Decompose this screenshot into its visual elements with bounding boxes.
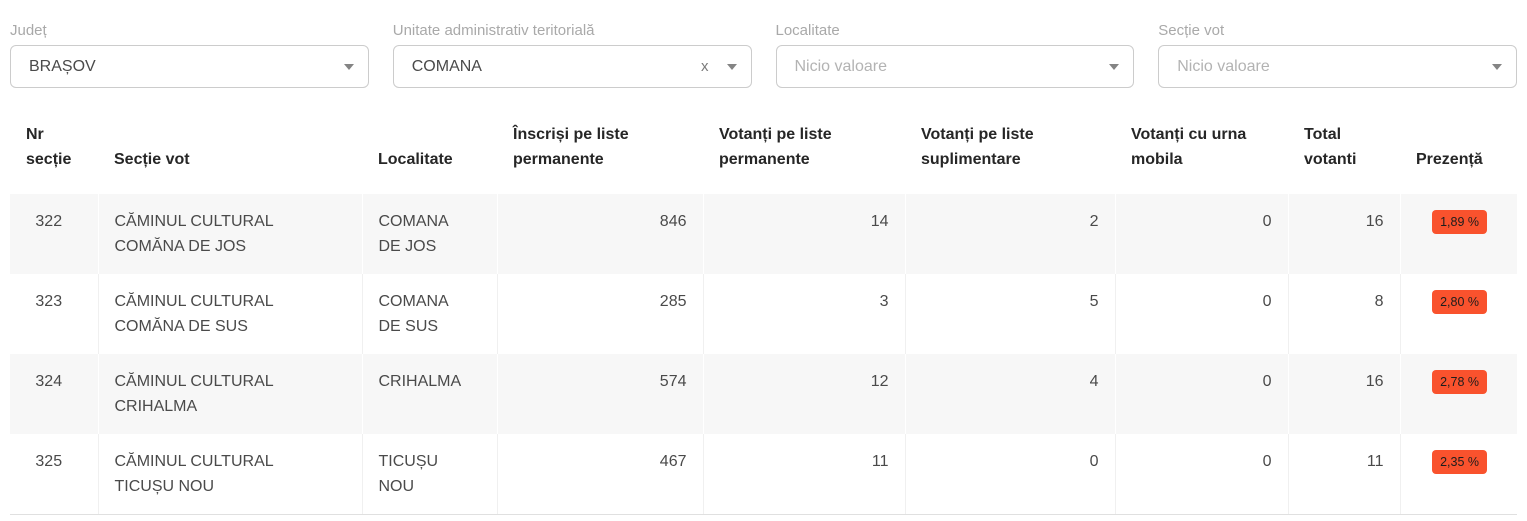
cell-nr-sectie: 325 — [10, 434, 98, 515]
filter-localitate: Localitate Nicio valoare — [775, 22, 1135, 88]
table-header-row: Nr secție Secție vot Localitate Înscriși… — [10, 108, 1517, 194]
chevron-down-icon[interactable] — [343, 63, 354, 70]
cell-votanti-liste-permanente: 12 — [702, 354, 905, 434]
filter-uat: Unitate administrativ teritorială COMANA… — [392, 22, 752, 88]
table-row: 324 CĂMINUL CULTURAL CRIHALMA CRIHALMA 5… — [10, 354, 1517, 434]
localitate-select[interactable]: Nicio valoare — [775, 45, 1135, 88]
sectie-vot-placeholder: Nicio valoare — [1177, 57, 1270, 75]
turnout-table: Nr secție Secție vot Localitate Înscriși… — [10, 108, 1517, 515]
cell-localitate: COMANA DE JOS — [361, 194, 497, 274]
filter-localitate-label: Localitate — [775, 22, 840, 39]
cell-votanti-liste-permanente: 3 — [702, 274, 905, 354]
cell-votanti-liste-suplimentare: 5 — [904, 274, 1115, 354]
col-header-prezenta: Prezență — [1416, 151, 1483, 168]
cell-sectie-vot: CĂMINUL CULTURAL CRIHALMA — [97, 354, 362, 434]
judet-selected-value: BRAȘOV — [29, 57, 96, 75]
cell-sectie-vot: CĂMINUL CULTURAL TICUȘU NOU — [97, 434, 362, 515]
cell-localitate: TICUȘU NOU — [361, 434, 497, 515]
cell-inscrisi-liste-permanente: 285 — [496, 274, 703, 354]
cell-nr-sectie: 323 — [35, 293, 63, 310]
cell-votanti-urna-mobila: 0 — [1114, 434, 1288, 515]
prezenta-badge: 2,80 % — [1432, 290, 1487, 314]
col-header-sectie-vot: Secție vot — [114, 151, 190, 168]
table-row: 323 CĂMINUL CULTURAL COMĂNA DE SUS COMAN… — [10, 274, 1517, 354]
chevron-down-icon[interactable] — [1109, 63, 1120, 70]
cell-votanti-urna-mobila: 0 — [1114, 354, 1288, 434]
sectie-vot-select[interactable]: Nicio valoare — [1158, 45, 1517, 88]
uat-select[interactable]: COMANA x — [392, 45, 752, 88]
localitate-placeholder: Nicio valoare — [794, 57, 887, 75]
chevron-down-icon[interactable] — [726, 63, 737, 70]
cell-votanti-urna-mobila: 0 — [1114, 274, 1288, 354]
table-row: 325 CĂMINUL CULTURAL TICUȘU NOU TICUȘU N… — [10, 434, 1517, 515]
cell-votanti-liste-suplimentare: 4 — [904, 354, 1115, 434]
cell-prezenta: 2,80 % — [1399, 274, 1517, 354]
chevron-down-icon[interactable] — [1492, 63, 1502, 70]
filters-bar: Județ BRAȘOV Unitate administrativ terit… — [0, 0, 1527, 88]
cell-prezenta: 2,78 % — [1399, 354, 1517, 434]
cell-prezenta: 2,35 % — [1399, 434, 1517, 515]
cell-votanti-liste-suplimentare: 2 — [904, 194, 1115, 274]
cell-total-votanti: 11 — [1287, 434, 1400, 515]
cell-sectie-vot: CĂMINUL CULTURAL COMĂNA DE JOS — [97, 194, 362, 274]
filter-sectie-vot-label: Secție vot — [1158, 22, 1225, 39]
cell-nr-sectie: 322 — [10, 194, 98, 274]
filter-judet: Județ BRAȘOV — [10, 22, 369, 88]
cell-total-votanti: 8 — [1287, 274, 1400, 354]
prezenta-badge: 2,35 % — [1432, 450, 1487, 474]
cell-inscrisi-liste-permanente: 467 — [496, 434, 703, 515]
cell-sectie-vot: CĂMINUL CULTURAL COMĂNA DE SUS — [97, 274, 362, 354]
judet-select[interactable]: BRAȘOV — [10, 45, 369, 88]
filter-uat-label: Unitate administrativ teritorială — [392, 22, 595, 39]
col-header-inscrisi-liste-permanente: Înscriși pe liste permanente — [513, 126, 629, 168]
col-header-votanti-urna-mobila: Votanți cu urna mobila — [1131, 126, 1247, 168]
cell-votanti-liste-permanente: 14 — [702, 194, 905, 274]
prezenta-badge: 1,89 % — [1432, 210, 1487, 234]
cell-localitate: COMANA DE SUS — [361, 274, 497, 354]
cell-localitate: CRIHALMA — [361, 354, 497, 434]
cell-inscrisi-liste-permanente: 846 — [496, 194, 703, 274]
col-header-localitate: Localitate — [378, 151, 453, 168]
uat-selected-value: COMANA — [411, 57, 482, 75]
col-header-nr-sectie: Nr secție — [26, 126, 72, 168]
table-body: 322 CĂMINUL CULTURAL COMĂNA DE JOS COMAN… — [10, 194, 1517, 515]
cell-prezenta: 1,89 % — [1399, 194, 1517, 274]
cell-votanti-urna-mobila: 0 — [1114, 194, 1288, 274]
table-row: 322 CĂMINUL CULTURAL COMĂNA DE JOS COMAN… — [10, 194, 1517, 274]
cell-total-votanti: 16 — [1287, 354, 1400, 434]
prezenta-badge: 2,78 % — [1432, 370, 1487, 394]
cell-inscrisi-liste-permanente: 574 — [496, 354, 703, 434]
cell-nr-sectie: 324 — [10, 354, 98, 434]
clear-icon[interactable]: x — [701, 58, 709, 75]
cell-total-votanti: 16 — [1287, 194, 1400, 274]
cell-votanti-liste-permanente: 11 — [702, 434, 905, 515]
filter-judet-label: Județ — [10, 22, 47, 39]
filter-sectie-vot: Secție vot Nicio valoare — [1158, 22, 1517, 88]
cell-votanti-liste-suplimentare: 0 — [904, 434, 1115, 515]
col-header-votanti-liste-suplimentare: Votanți pe liste suplimentare — [921, 126, 1034, 168]
col-header-total-votanti: Total votanti — [1304, 126, 1357, 168]
col-header-votanti-liste-permanente: Votanți pe liste permanente — [719, 126, 832, 168]
